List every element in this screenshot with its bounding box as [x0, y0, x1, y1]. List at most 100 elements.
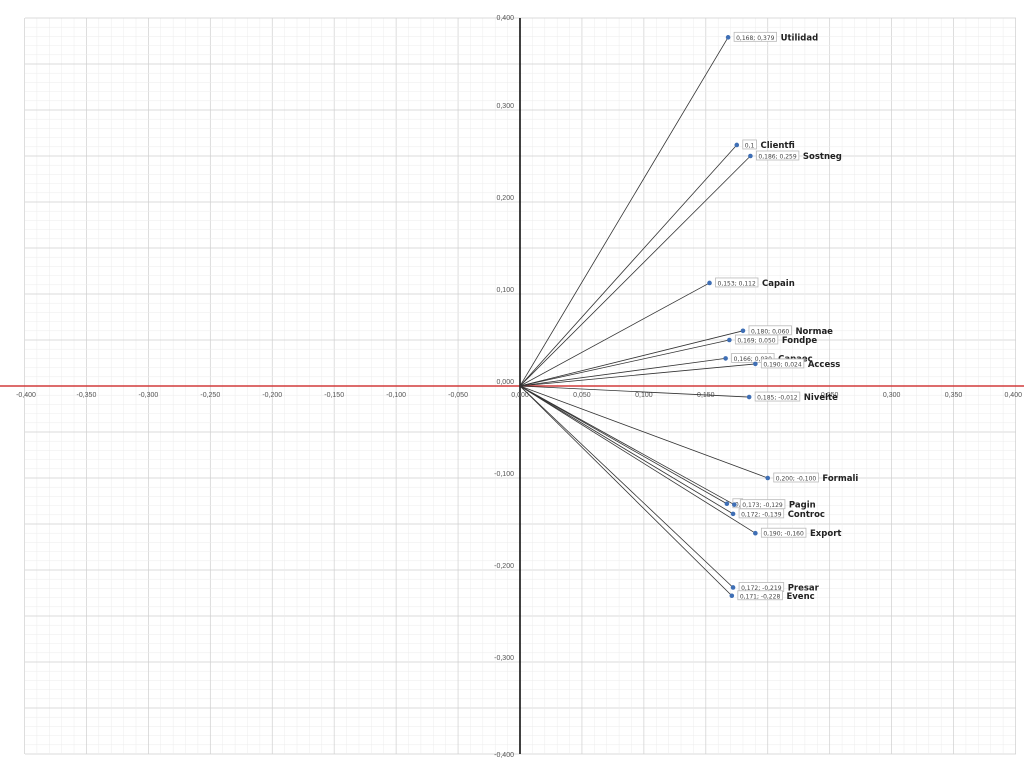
variable-label: Clientfi	[761, 141, 795, 151]
point-group-utilidad: 0,168; 0,379 Utilidad	[725, 31, 819, 43]
point-group-formali: 0,200; -0,100 Formali	[765, 472, 858, 484]
point-value-label: 0,190; -0,160	[763, 531, 804, 538]
variable-label: Fondpe	[782, 336, 818, 346]
y-tick-label: 0,100	[496, 287, 514, 294]
x-tick-label: 0,100	[635, 392, 653, 399]
vector-clientfi	[519, 144, 738, 387]
point-value-label: 0,190; 0,024	[763, 361, 801, 368]
point-group-nivelte: 0,185; -0,012 Nivelte	[746, 391, 838, 403]
variable-label: Utilidad	[781, 33, 819, 43]
data-point[interactable]	[730, 511, 736, 517]
data-point[interactable]	[724, 501, 730, 507]
variable-label: Nivelte	[804, 393, 838, 403]
variable-label: Presar	[788, 583, 820, 593]
data-point[interactable]	[707, 280, 712, 286]
x-tick-label: -0,050	[448, 392, 468, 399]
vector-pagin	[519, 385, 735, 506]
point-group-evenc: 0,171; -0,228 Evenc	[729, 590, 815, 602]
data-point[interactable]	[730, 585, 736, 590]
vector-minileg	[519, 385, 728, 505]
point-value-label: 0,1	[745, 142, 755, 149]
point-group-clientfi: 0,1 Clientfi	[734, 139, 795, 151]
point-group-sostneg: 0,186; 0,259 Sostneg	[748, 150, 842, 162]
data-point[interactable]	[765, 475, 771, 481]
vector-utilidad	[519, 37, 729, 387]
data-point[interactable]	[753, 361, 758, 367]
data-point[interactable]	[723, 356, 728, 361]
vector-capaec	[519, 358, 726, 387]
y-tick-label: -0,200	[494, 563, 514, 570]
vector-normae	[519, 330, 744, 387]
vector-capain	[519, 282, 710, 387]
data-point[interactable]	[740, 328, 746, 334]
point-value-box	[733, 31, 777, 42]
x-tick-label: 0,050	[573, 392, 591, 399]
y-tick-labels: 0,400 0,300 0,200 0,100 0,000 -0,100 -0,200 -0,…	[494, 15, 514, 758]
vector-access	[519, 363, 756, 387]
point-value-label: 0,186; 0,259	[758, 154, 796, 161]
point-value-box	[715, 277, 759, 288]
data-point[interactable]	[727, 337, 732, 343]
y-tick-label: 0,300	[496, 103, 514, 110]
point-value-box	[737, 590, 783, 601]
point-value-label: 0,171; -0,228	[740, 593, 781, 600]
data-point[interactable]	[725, 35, 731, 40]
vector-nivelte	[519, 385, 750, 398]
data-point[interactable]	[746, 394, 752, 400]
x-tick-label: 0,400	[1004, 392, 1022, 399]
point-group-fondpe: 0,169; 0,050 Fondpe	[727, 334, 818, 346]
y-tick-label: -0,400	[494, 752, 514, 758]
data-point[interactable]	[734, 142, 740, 148]
variable-label: Export	[810, 529, 841, 539]
x-tick-labels: -0,400 -0,350 -0,300 -0,250 -0,200 -0,150 -0,1…	[16, 392, 1022, 399]
variable-label: Formali	[822, 474, 858, 484]
x-tick-label: -0,150	[324, 392, 344, 399]
vector-formali	[519, 385, 768, 479]
vector-lines	[519, 37, 768, 597]
x-tick-label: 0,150	[697, 392, 715, 399]
point-value-label: 0,200; -0,100	[776, 476, 817, 483]
point-value-label: 0,153; 0,112	[718, 280, 756, 287]
data-point[interactable]	[753, 530, 758, 536]
point-value-label: 0,185; -0,012	[757, 395, 798, 402]
point-value-box	[773, 472, 819, 483]
point-group-controc: 0,172; -0,139 Controc	[730, 508, 825, 520]
vector-controc	[519, 385, 734, 515]
vector-fondpe	[519, 339, 730, 387]
point-value-box	[742, 139, 757, 150]
vector-export	[519, 385, 756, 534]
x-tick-label: -0,400	[16, 392, 36, 399]
point-value-label: 0,180; 0,060	[751, 328, 789, 335]
point-value-box	[738, 508, 785, 519]
point-value-label: 0,172; -0,219	[741, 585, 782, 592]
variable-label: Access	[808, 360, 841, 370]
point-value-label: 0,168; 0,379	[736, 35, 774, 42]
x-tick-label: 0,000	[511, 392, 529, 399]
vector-sostneg	[519, 155, 751, 387]
point-group-capain: 0,153; 0,112 Capain	[707, 277, 795, 289]
point-value-label: 0,	[735, 501, 741, 508]
vector-evenc	[519, 385, 733, 597]
data-point[interactable]	[729, 593, 735, 599]
x-tick-label: 0,350	[945, 392, 963, 399]
y-tick-label: 0,200	[496, 195, 514, 202]
y-tick-label: -0,100	[494, 471, 514, 478]
x-tick-label: -0,100	[386, 392, 406, 399]
data-point[interactable]	[732, 502, 737, 507]
variable-label: Evenc	[786, 592, 814, 602]
variable-label: Normae	[795, 327, 833, 337]
vector-presar	[519, 385, 734, 588]
y-tick-label: 0,000	[496, 379, 514, 386]
data-point[interactable]	[748, 153, 753, 159]
point-value-box	[731, 352, 775, 363]
point-value-box	[734, 334, 779, 345]
point-value-label: 0,172; -0,139	[741, 511, 782, 518]
variable-label: Sostneg	[803, 152, 842, 162]
point-value-label: 0,166; 0,030	[734, 356, 772, 363]
y-tick-label: 0,400	[496, 15, 514, 22]
variable-label: Pagin	[789, 501, 816, 511]
point-value-box	[760, 358, 805, 369]
point-value-box	[756, 150, 800, 161]
point-value-label: 0,169; 0,050	[737, 338, 775, 345]
